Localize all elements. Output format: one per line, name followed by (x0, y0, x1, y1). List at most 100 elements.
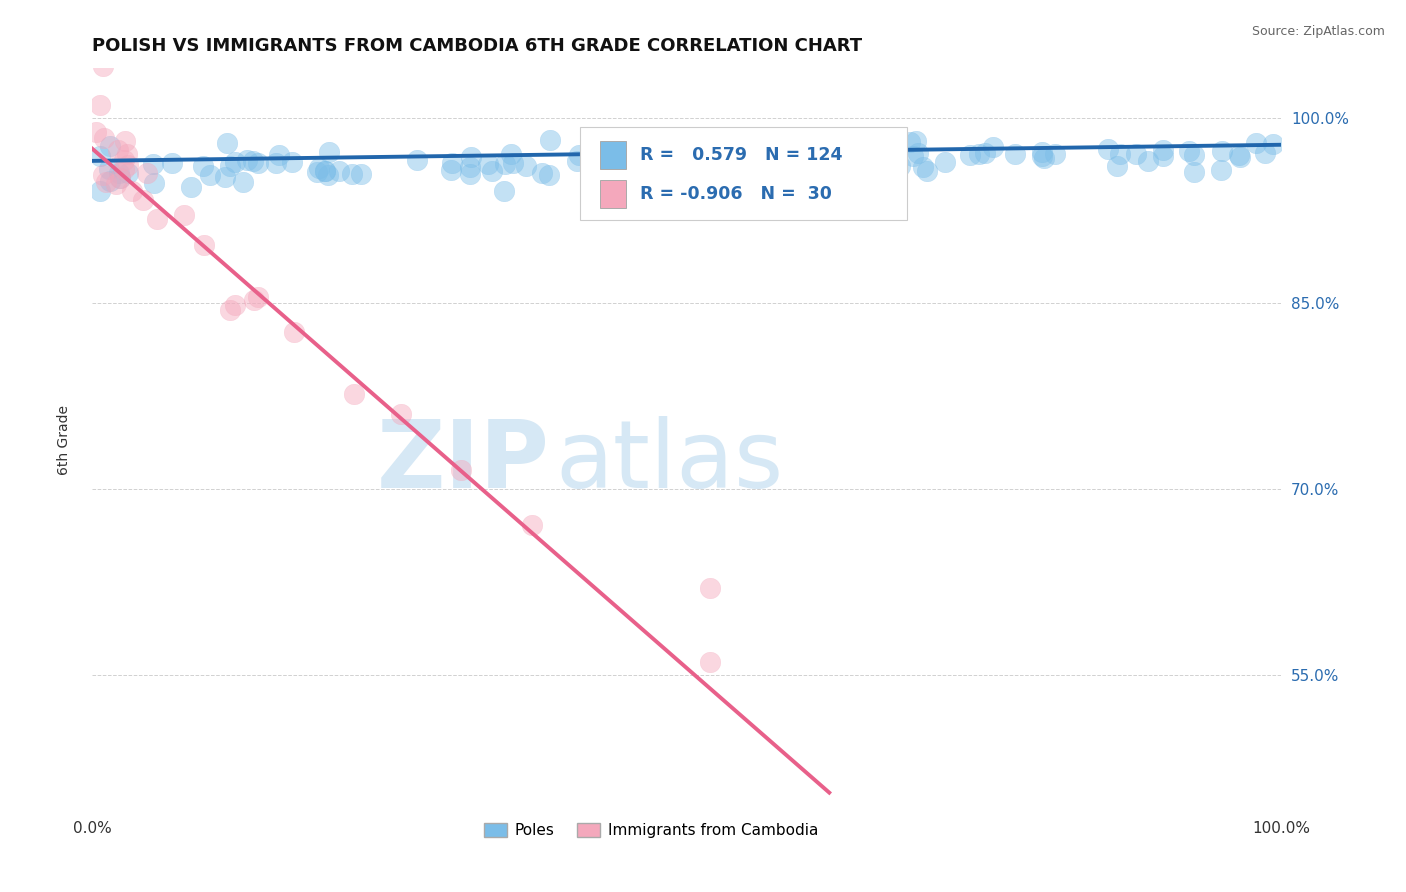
Point (217, 136, 239, 150)
Point (1244, 136, 1267, 150)
Point (108, 166, 131, 180)
Point (318, 145, 340, 159)
Point (112, 162, 135, 177)
Point (198, 168, 221, 182)
Text: R =   0.579   N = 124: R = 0.579 N = 124 (640, 145, 842, 163)
Point (89, 149, 111, 163)
Point (969, 147, 991, 161)
Point (236, 153, 259, 167)
Point (108, 170, 131, 185)
Point (688, 146, 710, 161)
Point (107, 143, 129, 157)
Point (811, 159, 834, 173)
Point (243, 293, 266, 308)
Point (915, 164, 938, 178)
Point (121, 184, 143, 198)
Point (264, 156, 287, 170)
Point (1261, 136, 1284, 151)
Point (502, 155, 524, 169)
Point (1032, 151, 1054, 165)
Point (1043, 146, 1066, 161)
Point (907, 146, 929, 161)
Point (830, 154, 852, 169)
Point (619, 162, 641, 177)
Text: ZIP: ZIP (377, 416, 550, 508)
Point (730, 139, 752, 153)
Point (218, 159, 240, 173)
Point (191, 159, 214, 173)
Point (232, 175, 254, 189)
Point (1182, 165, 1205, 179)
Point (1209, 163, 1232, 178)
Point (1152, 149, 1174, 163)
Point (801, 159, 824, 173)
Point (132, 194, 155, 208)
Point (886, 159, 908, 173)
Point (624, 145, 647, 159)
Point (328, 163, 350, 178)
Point (114, 134, 136, 148)
Point (460, 150, 482, 164)
Point (160, 156, 183, 170)
Point (97, 161, 120, 176)
Point (142, 176, 165, 190)
Text: atlas: atlas (555, 416, 785, 508)
Point (1229, 150, 1251, 164)
Point (1137, 154, 1160, 169)
Point (821, 146, 844, 161)
Point (568, 147, 591, 161)
Point (281, 155, 304, 169)
Point (1109, 147, 1132, 161)
Point (807, 145, 830, 160)
Point (94, 175, 117, 189)
Point (314, 164, 336, 178)
Point (406, 153, 429, 168)
Point (283, 325, 305, 339)
Point (180, 179, 202, 194)
Point (1211, 145, 1233, 159)
Point (619, 155, 641, 169)
Point (770, 155, 793, 169)
Point (1177, 144, 1199, 158)
Point (606, 158, 628, 172)
Point (389, 407, 412, 421)
Point (98, 174, 121, 188)
FancyBboxPatch shape (579, 128, 907, 220)
Point (98, 139, 121, 153)
Point (666, 156, 689, 170)
Text: Source: ZipAtlas.com: Source: ZipAtlas.com (1251, 25, 1385, 38)
Point (117, 147, 139, 161)
Point (458, 160, 481, 174)
Point (911, 160, 934, 174)
Point (224, 297, 246, 311)
Point (586, 144, 609, 158)
Point (643, 153, 665, 167)
Point (219, 303, 242, 318)
Point (247, 290, 270, 304)
Point (458, 168, 481, 182)
Point (242, 154, 264, 169)
Point (855, 149, 877, 163)
Point (776, 158, 799, 172)
Point (723, 150, 745, 164)
Point (246, 156, 269, 170)
Point (515, 159, 537, 173)
Text: POLISH VS IMMIGRANTS FROM CAMBODIA 6TH GRADE CORRELATION CHART: POLISH VS IMMIGRANTS FROM CAMBODIA 6TH G… (91, 37, 862, 55)
Point (520, 517, 543, 532)
Point (901, 149, 924, 163)
Point (501, 147, 523, 161)
Bar (600, 141, 626, 169)
Point (638, 156, 661, 170)
Point (666, 168, 689, 182)
Point (1254, 145, 1277, 160)
Point (492, 185, 515, 199)
Point (481, 164, 503, 178)
Point (751, 163, 773, 178)
Point (974, 146, 997, 161)
Point (308, 161, 330, 176)
Point (93, 130, 115, 145)
Point (1152, 143, 1174, 157)
Point (898, 135, 921, 149)
Point (142, 157, 165, 171)
Legend: Poles, Immigrants from Cambodia: Poles, Immigrants from Cambodia (478, 817, 824, 845)
